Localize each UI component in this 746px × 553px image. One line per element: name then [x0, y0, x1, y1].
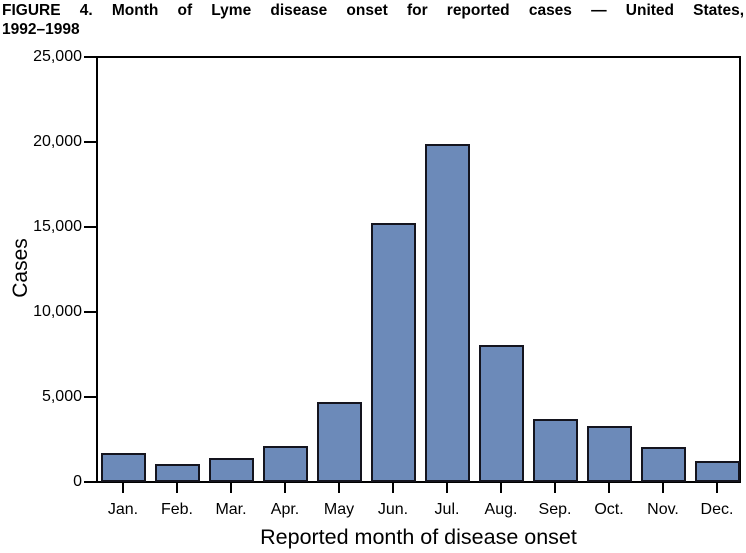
x-tick-label-mar: Mar. [215, 501, 247, 518]
y-tick-15000 [84, 226, 96, 228]
x-tick-label-oct: Oct. [594, 501, 624, 518]
x-tick-mar [230, 483, 232, 493]
y-tick-label-5000: 5,000 [41, 388, 82, 405]
x-tick-jul [446, 483, 448, 493]
x-tick-label-dec: Dec. [700, 501, 734, 518]
bar-mar [208, 458, 254, 482]
y-tick-label-20000: 20,000 [33, 133, 82, 150]
bar-oct [586, 426, 632, 482]
x-tick-label-may: May [323, 501, 355, 518]
plot-area [96, 56, 741, 483]
y-tick-label-0: 0 [73, 473, 82, 490]
bar-jul [424, 144, 470, 482]
bar-apr [262, 446, 308, 482]
x-tick-feb [176, 483, 178, 493]
x-tick-label-jun: Jun. [377, 501, 409, 518]
y-tick-10000 [84, 311, 96, 313]
x-tick-label-jul: Jul. [434, 501, 460, 518]
y-tick-20000 [84, 141, 96, 143]
bar-feb [154, 464, 200, 482]
x-tick-aug [500, 483, 502, 493]
x-tick-nov [662, 483, 664, 493]
y-tick-5000 [84, 396, 96, 398]
y-tick-label-15000: 15,000 [33, 218, 82, 235]
x-tick-sep [554, 483, 556, 493]
x-tick-apr [284, 483, 286, 493]
x-tick-oct [608, 483, 610, 493]
y-axis-title: Cases [9, 238, 32, 298]
x-tick-may [338, 483, 340, 493]
x-tick-label-feb: Feb. [160, 501, 193, 518]
bar-may [316, 402, 362, 482]
figure-title: FIGURE 4. Month of Lyme disease onset fo… [2, 1, 744, 39]
bar-sep [532, 419, 578, 482]
bar-jan [100, 453, 146, 482]
x-tick-label-jan: Jan. [107, 501, 139, 518]
figure-title-line-1: FIGURE 4. Month of Lyme disease onset fo… [2, 2, 744, 19]
y-tick-25000 [84, 56, 96, 58]
x-tick-jan [122, 483, 124, 493]
x-tick-dec [716, 483, 718, 493]
bar-aug [478, 345, 524, 482]
y-tick-label-25000: 25,000 [33, 48, 82, 65]
bar-dec [694, 461, 740, 482]
x-tick-label-apr: Apr. [270, 501, 300, 518]
x-tick-label-nov: Nov. [647, 501, 679, 518]
y-tick-0 [84, 481, 96, 483]
x-tick-label-sep: Sep. [538, 501, 572, 518]
bar-jun [370, 223, 416, 482]
figure-title-line-2: 1992–1998 [2, 21, 80, 38]
bar-nov [640, 447, 686, 482]
x-axis-title: Reported month of disease onset [260, 525, 577, 549]
x-tick-label-aug: Aug. [484, 501, 518, 518]
x-tick-jun [392, 483, 394, 493]
y-tick-label-10000: 10,000 [33, 303, 82, 320]
